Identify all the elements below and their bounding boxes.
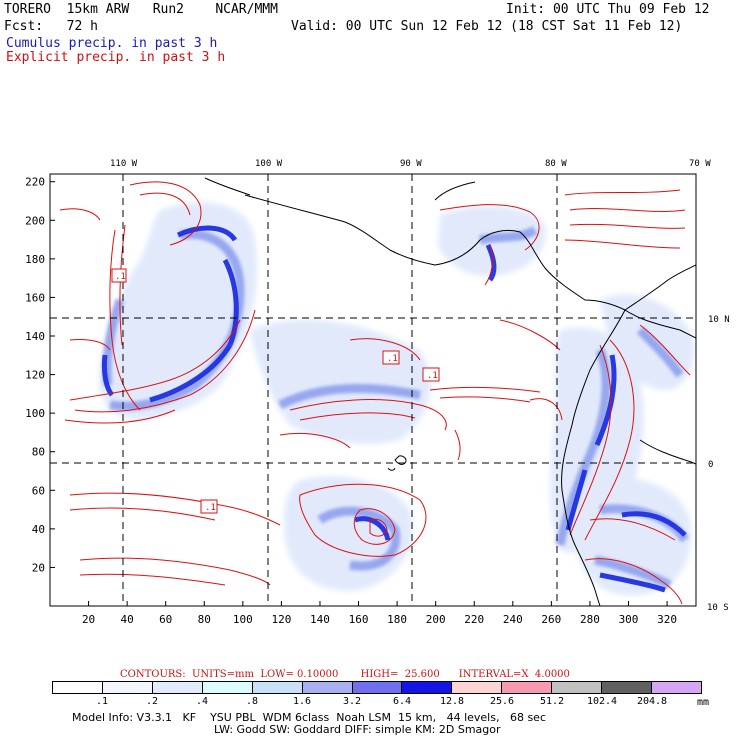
y-tick-label: 40 <box>32 523 45 536</box>
x-tick-label: 40 <box>121 613 134 626</box>
colorbar-segment <box>552 682 603 693</box>
explicit-precip-contours <box>59 181 691 605</box>
y-tick-label: 140 <box>25 330 45 343</box>
lon-label: 90 W <box>400 159 422 169</box>
contours-info: CONTOURS: UNITS=mm LOW= 0.10000 HIGH= 25… <box>120 669 570 680</box>
y-tick-label: 20 <box>32 561 45 574</box>
colorbar-segment <box>302 682 353 693</box>
precip-colorbar <box>52 681 702 694</box>
x-tick-label: 280 <box>580 613 600 626</box>
colorbar-unit: mm <box>697 697 710 708</box>
x-tick-label: 20 <box>82 613 95 626</box>
model-info-line1: Model Info: V3.3.1 KF YSU PBL WDM 6class… <box>72 711 546 724</box>
colorbar-segment <box>652 682 701 693</box>
colorbar-label: 51.2 <box>539 696 565 707</box>
x-tick-label: 300 <box>619 613 639 626</box>
contour-label: .1 <box>427 371 438 381</box>
colorbar-label: 25.6 <box>489 696 515 707</box>
colorbar-label: .2 <box>145 696 159 707</box>
colorbar-segment <box>452 682 503 693</box>
x-tick-label: 240 <box>503 613 523 626</box>
colorbar-label: 1.6 <box>292 696 312 707</box>
colorbar-label: 6.4 <box>392 696 412 707</box>
y-tick-label: 220 <box>25 176 45 189</box>
colorbar-label: 12.8 <box>439 696 465 707</box>
contour-label: .1 <box>115 272 126 282</box>
model-info-line2: LW: Godd SW: Goddard DIFF: simple KM: 2D… <box>214 723 501 736</box>
explicit-precip-label: Explicit precip. in past 3 h <box>6 50 226 65</box>
colorbar-segment <box>53 682 103 693</box>
model-title: TORERO 15km ARW Run2 NCAR/MMM <box>4 2 278 17</box>
colorbar-label: .8 <box>245 696 259 707</box>
longitude-labels: 110 W 100 W 90 W 80 W 70 W <box>110 159 711 169</box>
colorbar-segment <box>502 682 553 693</box>
colorbar-segment <box>252 682 303 693</box>
lon-label: 70 W <box>689 159 711 169</box>
forecast-hour: Fcst: 72 h <box>4 19 98 34</box>
colorbar-segment <box>402 682 453 693</box>
colorbar-segment <box>602 682 653 693</box>
colorbar-segment <box>152 682 203 693</box>
init-time: Init: 00 UTC Thu 09 Feb 12 <box>506 2 710 17</box>
y-tick-label: 120 <box>25 369 45 382</box>
colorbar-segment <box>102 682 153 693</box>
colorbar-label: 102.4 <box>586 696 618 707</box>
colorbar-label: .1 <box>95 696 109 707</box>
y-tick-label: 60 <box>32 484 45 497</box>
x-tick-label: 120 <box>271 613 291 626</box>
colorbar-label: 3.2 <box>342 696 362 707</box>
lat-label: 10 N <box>708 315 730 325</box>
y-tick-label: 160 <box>25 291 45 304</box>
y-tick-label: 200 <box>25 214 45 227</box>
x-tick-label: 100 <box>233 613 253 626</box>
x-tick-label: 200 <box>426 613 446 626</box>
x-tick-label: 260 <box>541 613 561 626</box>
y-axis-ticks: 20 40 60 80 100 120 140 160 180 200 220 <box>25 176 55 574</box>
lon-label: 80 W <box>545 159 567 169</box>
colorbar-labels: .1 .2 .4 .8 1.6 3.2 6.4 12.8 25.6 51.2 102.4 204.8 <box>52 696 702 708</box>
colorbar-segment <box>352 682 403 693</box>
valid-time: Valid: 00 UTC Sun 12 Feb 12 (18 CST Sat … <box>291 19 683 34</box>
contour-label-boxes <box>111 268 440 514</box>
colorbar-label: .4 <box>195 696 209 707</box>
x-tick-label: 220 <box>464 613 484 626</box>
colorbar-label: 204.8 <box>636 696 668 707</box>
map-frame <box>49 173 697 607</box>
colorbar-segment <box>202 682 253 693</box>
contour-label: .1 <box>205 503 216 513</box>
map-plot: .1 .1 .1 .1 110 W 100 W 90 W 80 W 70 W 1… <box>25 159 730 626</box>
y-tick-label: 100 <box>25 407 45 420</box>
y-tick-label: 180 <box>25 253 45 266</box>
x-tick-label: 60 <box>159 613 172 626</box>
x-tick-label: 180 <box>387 613 407 626</box>
x-tick-label: 140 <box>310 613 330 626</box>
x-tick-label: 160 <box>349 613 369 626</box>
lon-label: 110 W <box>110 159 138 169</box>
lat-lon-grid <box>50 174 696 606</box>
x-tick-label: 80 <box>198 613 211 626</box>
lat-label: 10 S <box>707 603 729 613</box>
y-tick-label: 80 <box>32 446 45 459</box>
cumulus-precip-label: Cumulus precip. in past 3 h <box>6 36 218 51</box>
latitude-labels: 10 N 0 10 S <box>707 315 730 613</box>
x-tick-label: 320 <box>657 613 677 626</box>
lat-label: 0 <box>708 460 713 470</box>
lon-label: 100 W <box>255 159 283 169</box>
x-axis-ticks: 20 40 60 80 100 120 140 160 180 200 220 240 260 280 30… <box>82 601 677 626</box>
contour-label: .1 <box>387 354 398 364</box>
